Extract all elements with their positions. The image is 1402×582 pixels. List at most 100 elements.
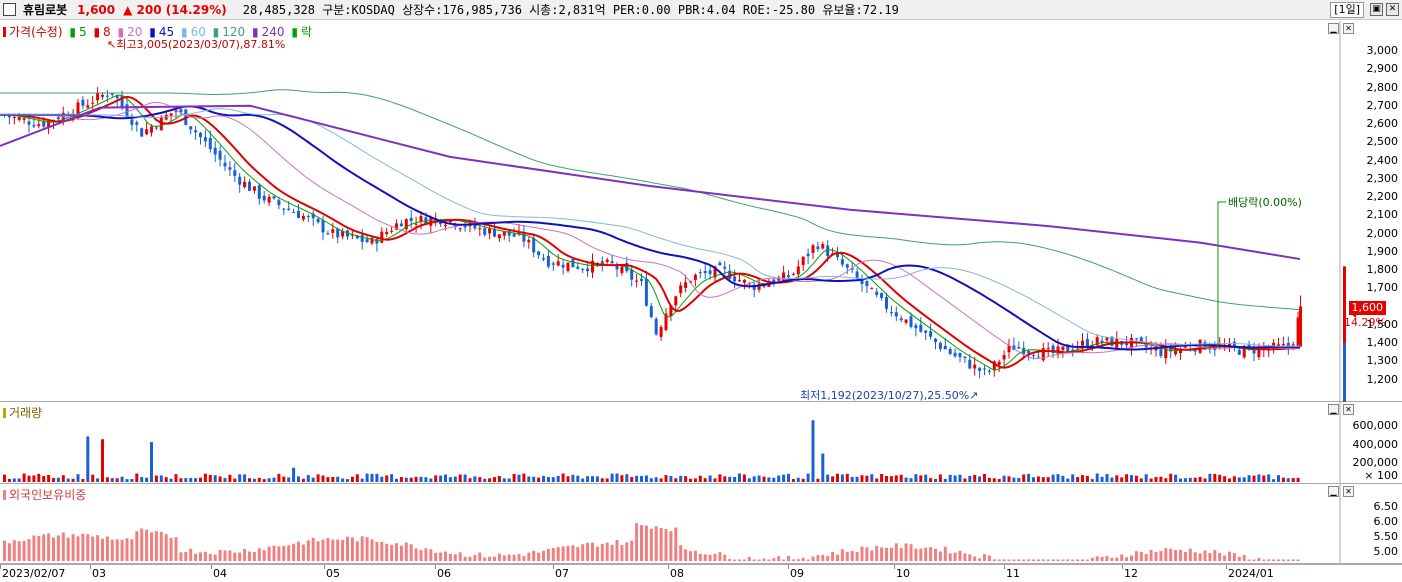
title-bar: 휴림로봇 1,600 ▲ 200 (14.29%) 28,485,328 구분:… [0, 0, 1402, 20]
foreign-bar [223, 550, 227, 561]
foreign-pane[interactable]: 외국인보유비중 ▁ ✕ 6.50 6.00 5.50 5.00 [0, 484, 1402, 564]
candlestick [571, 258, 575, 268]
volume-bar [855, 476, 859, 482]
candlestick [252, 186, 256, 194]
foreign-bar [257, 548, 261, 561]
volume-bar [831, 476, 835, 482]
volume-bar [850, 476, 854, 482]
ma240-line [0, 104, 1301, 261]
volume-bar [845, 473, 849, 482]
x-tick: 09 [790, 567, 804, 580]
volume-bar [1218, 474, 1222, 482]
volume-bar [664, 475, 668, 482]
volume-bar [885, 476, 888, 482]
volume-bar [434, 475, 438, 482]
pane-minimize-button[interactable]: ▁ [1328, 23, 1339, 34]
volume-bar [791, 478, 795, 482]
period-selector[interactable]: [1일] [1330, 2, 1364, 18]
volume-bar [796, 477, 800, 482]
volume-bar [963, 478, 967, 482]
candlestick [404, 218, 408, 232]
candlestick [899, 315, 903, 323]
foreign-bar [1061, 559, 1065, 561]
volume-bar [262, 479, 266, 482]
foreign-bar [684, 549, 688, 561]
price-change: ▲ 200 (14.29%) [123, 2, 227, 17]
volume-bar [698, 475, 702, 482]
foreign-bar [439, 552, 443, 561]
volume-bar [355, 474, 359, 482]
foreign-bar [630, 540, 634, 561]
foreign-bar [909, 544, 913, 561]
foreign-bar [483, 557, 487, 561]
volume-bar [1012, 477, 1016, 482]
candlestick [943, 337, 947, 350]
volume-bar [184, 478, 188, 482]
volume-bar [360, 478, 364, 482]
volume-bar [493, 477, 496, 482]
price-tick: 1,900 [1366, 244, 1399, 258]
pane-close-button[interactable]: ✕ [1343, 486, 1354, 497]
foreign-bar [929, 547, 933, 561]
volume-bar [1252, 475, 1256, 482]
candlestick [164, 111, 168, 121]
foreign-bar [277, 546, 281, 561]
price-pane[interactable]: 가격(수정) ▮ 5 ▮ 8 ▮ 20 ▮ 45 ▮ 60 ▮ 120 ▮ 240 ▮ 락 ▁ … [0, 21, 1402, 402]
volume-bar [32, 475, 36, 482]
candlestick [346, 229, 349, 240]
volume-bar [938, 474, 942, 482]
foreign-bar [987, 555, 991, 561]
candlestick [929, 323, 933, 340]
volume-bar [419, 476, 423, 482]
volume-bar [1179, 478, 1182, 482]
foreign-bar [1281, 559, 1285, 561]
pane-close-button[interactable]: ✕ [1343, 23, 1354, 34]
candlestick [179, 107, 183, 116]
low-annotation: 최저1,192(2023/10/27),25.50%↗ [800, 389, 979, 402]
volume-bar [693, 478, 697, 482]
candlestick [806, 248, 810, 265]
volume-bar [385, 475, 389, 482]
volume-title: 거래량 [3, 404, 42, 421]
volume-pane[interactable]: 거래량 ▁ ✕ 600,000 400,000 200,000 × 100 [0, 402, 1402, 484]
volume-bar [1174, 474, 1178, 482]
price-tick: 2,500 [1366, 135, 1399, 149]
foreign-bar [571, 545, 575, 561]
volume-bar [56, 477, 60, 482]
candlestick [723, 261, 727, 277]
foreign-bar [850, 550, 854, 561]
foreign-bar [919, 548, 923, 561]
volume-bar [615, 473, 619, 482]
volume-bar [1061, 475, 1065, 482]
pane-minimize-button[interactable]: ▁ [1328, 404, 1339, 415]
close-button[interactable]: ✕ [1386, 3, 1399, 16]
candlestick [791, 272, 795, 276]
select-checkbox[interactable] [3, 3, 16, 16]
foreign-bar [1159, 550, 1163, 561]
pane-minimize-button[interactable]: ▁ [1328, 486, 1339, 497]
foreign-bar [625, 542, 629, 561]
volume-bar [473, 476, 477, 482]
candlestick [208, 130, 212, 153]
foreign-bar [889, 547, 893, 561]
foreign-bar [262, 550, 266, 561]
candlestick [875, 287, 879, 298]
foreign-bar [360, 536, 364, 561]
volume-bar [287, 477, 291, 482]
maximize-button[interactable]: ▣ [1370, 3, 1383, 16]
candlestick [684, 274, 688, 293]
foreign-bar [532, 550, 536, 561]
foreign-bar [747, 556, 751, 561]
foreign-tick: 5.50 [1373, 530, 1399, 543]
foreign-bar [194, 553, 198, 561]
foreign-bar [331, 539, 335, 561]
foreign-bar [1237, 556, 1241, 561]
foreign-bar [336, 539, 340, 561]
volume-bar [1257, 474, 1261, 482]
volume-bar [277, 473, 281, 482]
volume-bar [1066, 478, 1070, 482]
pane-close-button[interactable]: ✕ [1343, 404, 1354, 415]
price-chart [0, 21, 1356, 402]
candlestick [664, 308, 668, 332]
volume-bar [1262, 475, 1266, 482]
